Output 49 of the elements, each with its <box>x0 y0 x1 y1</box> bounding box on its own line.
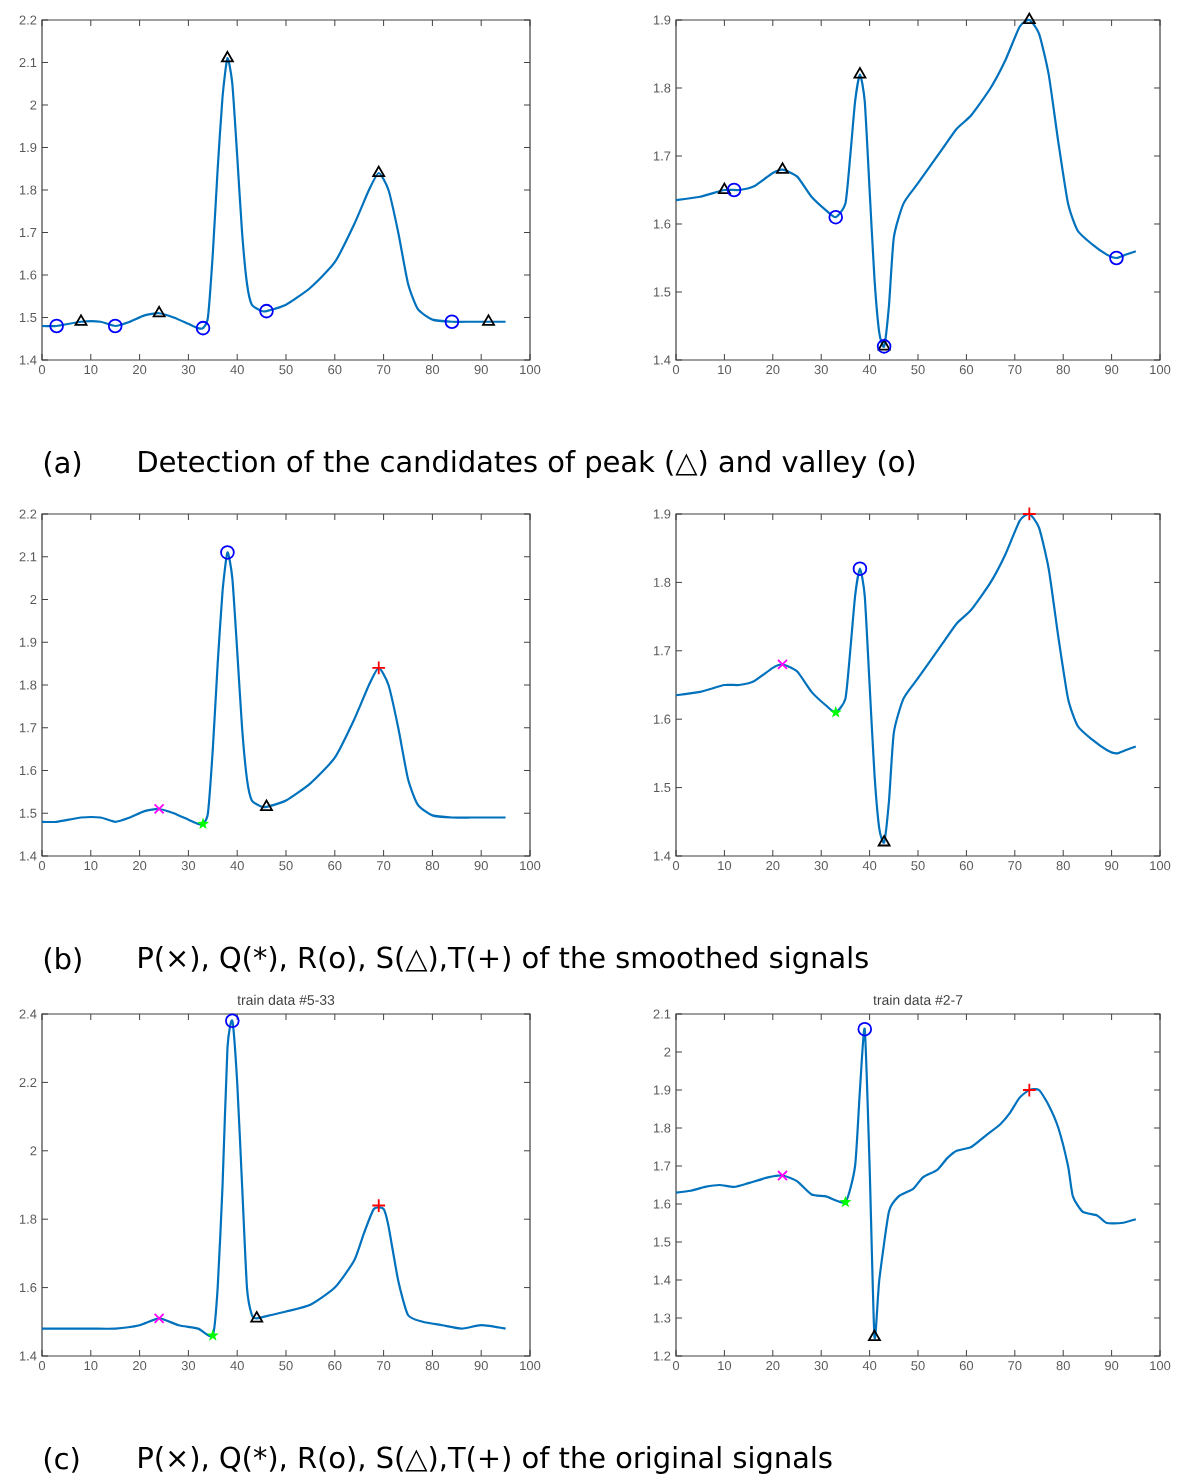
point <box>152 305 166 318</box>
point <box>260 799 274 811</box>
line-series <box>41 551 507 826</box>
point <box>221 50 235 63</box>
point <box>250 1311 264 1323</box>
point <box>197 817 210 830</box>
point <box>1023 12 1037 25</box>
point <box>225 1013 240 1029</box>
line-series <box>675 512 1138 844</box>
point <box>853 67 867 79</box>
point <box>868 1329 882 1342</box>
point <box>371 1198 387 1213</box>
point <box>839 1195 852 1208</box>
point <box>1109 250 1125 266</box>
point <box>777 659 789 670</box>
point <box>877 835 891 847</box>
point <box>108 318 123 334</box>
point <box>444 314 460 330</box>
text: (a) <box>45 451 81 477</box>
point <box>482 314 496 326</box>
point <box>220 545 235 560</box>
point <box>777 1170 789 1181</box>
point <box>153 1312 165 1324</box>
line-series <box>41 1019 507 1338</box>
line-series <box>41 57 507 330</box>
line-series <box>675 18 1138 348</box>
text: P(×), Q(*), R(o), S(△),T(+) of the smoothed signals <box>139 945 869 974</box>
text: Detection of the candidates of peak (△) and valley (o) <box>139 449 915 478</box>
text: (c) <box>45 1447 79 1473</box>
line-series <box>675 1028 1138 1339</box>
point <box>1022 506 1037 522</box>
point <box>74 314 88 326</box>
point <box>153 803 165 815</box>
point <box>828 209 844 225</box>
point <box>1022 1082 1037 1098</box>
point <box>49 318 65 334</box>
point <box>259 303 275 319</box>
point <box>718 182 732 195</box>
point <box>727 182 742 198</box>
point <box>371 660 387 676</box>
text: (b) <box>45 947 82 973</box>
point <box>207 1329 220 1341</box>
point <box>196 320 211 336</box>
point <box>852 561 868 576</box>
point <box>857 1021 873 1037</box>
point <box>829 705 843 718</box>
point <box>372 165 386 178</box>
point <box>776 162 790 174</box>
text: P(×), Q(*), R(o), S(△),T(+) of the original signals <box>139 1446 832 1474</box>
